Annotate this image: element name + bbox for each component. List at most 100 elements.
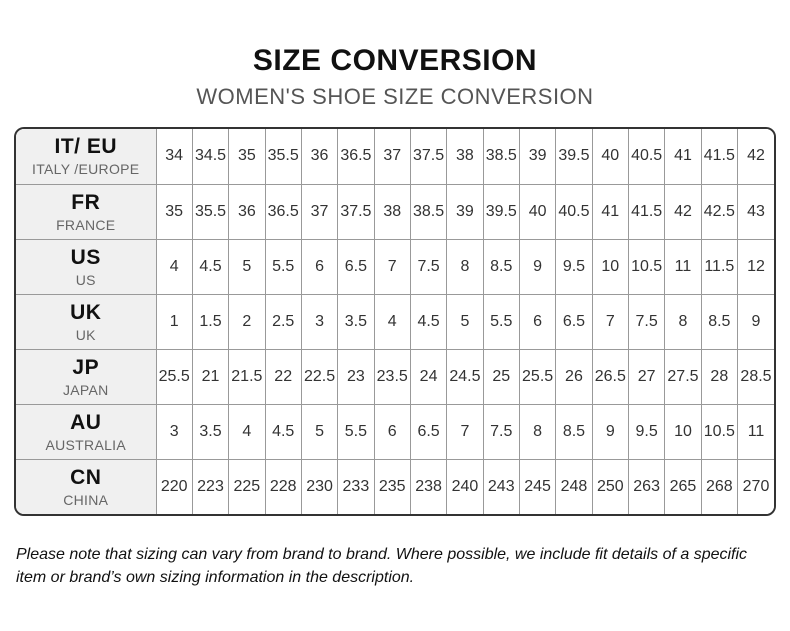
size-cell: 4 — [373, 293, 411, 350]
size-cell: 11.5 — [700, 238, 739, 295]
size-cell: 2 — [228, 293, 266, 350]
table-row: UK UK 1 1.5 2 2.5 3 3.5 4 4.5 5 5.5 6 6.5 7 7.5 8 8.5 9 — [16, 293, 774, 350]
size-cell: 38.5 — [409, 183, 448, 240]
size-cell: 5.5 — [264, 238, 302, 295]
size-cell: 248 — [555, 458, 593, 514]
size-cell: 7.5 — [627, 293, 666, 350]
size-cell: 41.5 — [627, 183, 666, 240]
size-cell: 225 — [228, 458, 266, 514]
size-cell: 34.5 — [191, 129, 230, 185]
size-cell: 41 — [591, 183, 629, 240]
row-header: AU AUSTRALIA — [16, 403, 157, 460]
size-cell: 36.5 — [264, 183, 302, 240]
size-cell: 40.5 — [555, 183, 593, 240]
size-cell: 3.5 — [337, 293, 375, 350]
size-cell: 7 — [591, 293, 629, 350]
page-subtitle: WOMEN'S SHOE SIZE CONVERSION — [196, 84, 594, 109]
size-cell: 265 — [664, 458, 702, 514]
size-cell: 37 — [300, 183, 339, 240]
row-region: US — [75, 271, 96, 288]
row-header: UK UK — [16, 293, 157, 350]
size-cell: 26.5 — [591, 348, 629, 405]
size-cell: 40 — [518, 183, 557, 240]
size-conversion-table-frame: IT/ EU ITALY /EUROPE 34 34.5 35 35.5 36 36.5 37 3… — [14, 127, 776, 516]
size-cell: 250 — [591, 458, 629, 514]
row-header: US US — [16, 238, 157, 295]
row-region: JAPAN — [62, 381, 109, 398]
size-cell: 6.5 — [409, 403, 448, 460]
size-cell: 7 — [373, 238, 411, 295]
size-cell: 238 — [409, 458, 448, 514]
size-cell: 39.5 — [482, 183, 520, 240]
size-cell: 228 — [264, 458, 302, 514]
size-cell: 41 — [664, 129, 702, 185]
size-cell: 38.5 — [482, 129, 520, 185]
size-cell: 38 — [373, 183, 411, 240]
size-cell: 40 — [591, 129, 629, 185]
size-cell: 24.5 — [446, 348, 484, 405]
row-code: JP — [72, 355, 100, 379]
size-cell: 3 — [155, 403, 193, 460]
size-cell: 27.5 — [664, 348, 702, 405]
row-code: IT/ EU — [54, 135, 117, 159]
table-row: JP JAPAN 25.5 21 21.5 22 22.5 23 23.5 24 24.5 25 25.… — [16, 348, 774, 405]
row-header: CN CHINA — [16, 458, 157, 514]
size-cell: 8.5 — [555, 403, 593, 460]
size-cell: 10.5 — [700, 403, 739, 460]
size-cell: 4.5 — [191, 238, 230, 295]
title-block: SIZE CONVERSION WOMEN'S SHOE SIZE CONVER… — [0, 0, 790, 110]
size-cell: 22.5 — [300, 348, 339, 405]
row-code: UK — [70, 300, 102, 324]
size-cell: 6 — [300, 238, 339, 295]
size-cell: 10 — [664, 403, 702, 460]
size-cell: 10 — [591, 238, 629, 295]
size-cell: 34 — [155, 129, 193, 185]
size-cell: 21 — [191, 348, 230, 405]
size-cell: 22 — [264, 348, 302, 405]
size-cell: 4.5 — [264, 403, 302, 460]
row-region: UK — [75, 326, 96, 343]
row-code: FR — [71, 190, 101, 214]
size-cell: 5.5 — [482, 293, 520, 350]
size-cell: 25 — [482, 348, 520, 405]
size-cell: 9 — [737, 293, 774, 350]
size-cell: 23.5 — [373, 348, 411, 405]
size-cell: 4.5 — [409, 293, 448, 350]
size-conversion-table: IT/ EU ITALY /EUROPE 34 34.5 35 35.5 36 36.5 37 3… — [16, 129, 774, 514]
table-row: AU AUSTRALIA 3 3.5 4 4.5 5 5.5 6 6.5 7 7.5 8 8.5 9 9.5 1… — [16, 403, 774, 460]
row-header: FR FRANCE — [16, 183, 157, 240]
size-cell: 39 — [518, 129, 557, 185]
size-cell: 8 — [518, 403, 557, 460]
size-cell: 3 — [300, 293, 339, 350]
size-cell: 23 — [337, 348, 375, 405]
table-body: IT/ EU ITALY /EUROPE 34 34.5 35 35.5 36 36.5 37 3… — [16, 129, 774, 514]
size-cell: 35.5 — [264, 129, 302, 185]
size-cell: 37.5 — [337, 183, 375, 240]
size-cell: 243 — [482, 458, 520, 514]
size-cell: 11 — [737, 403, 774, 460]
size-cell: 38 — [446, 129, 484, 185]
size-cell: 42.5 — [700, 183, 739, 240]
size-cell: 8 — [446, 238, 484, 295]
size-cell: 12 — [737, 238, 774, 295]
size-cell: 7 — [446, 403, 484, 460]
size-cell: 11 — [664, 238, 702, 295]
size-cell: 233 — [337, 458, 375, 514]
size-cell: 21.5 — [228, 348, 266, 405]
size-cell: 223 — [191, 458, 230, 514]
size-cell: 35 — [155, 183, 193, 240]
size-cell: 28 — [700, 348, 739, 405]
table-row: CN CHINA 220 223 225 228 230 233 235 238 240 243 245… — [16, 458, 774, 514]
size-cell: 42 — [664, 183, 702, 240]
size-cell: 41.5 — [700, 129, 739, 185]
row-header: IT/ EU ITALY /EUROPE — [16, 129, 157, 185]
row-code: AU — [70, 410, 102, 434]
size-cell: 25.5 — [155, 348, 193, 405]
size-cell: 9 — [518, 238, 557, 295]
size-cell: 268 — [700, 458, 739, 514]
size-cell: 9.5 — [555, 238, 593, 295]
size-cell: 8.5 — [482, 238, 520, 295]
size-cell: 6 — [518, 293, 557, 350]
size-cell: 8 — [664, 293, 702, 350]
size-cell: 10.5 — [627, 238, 666, 295]
